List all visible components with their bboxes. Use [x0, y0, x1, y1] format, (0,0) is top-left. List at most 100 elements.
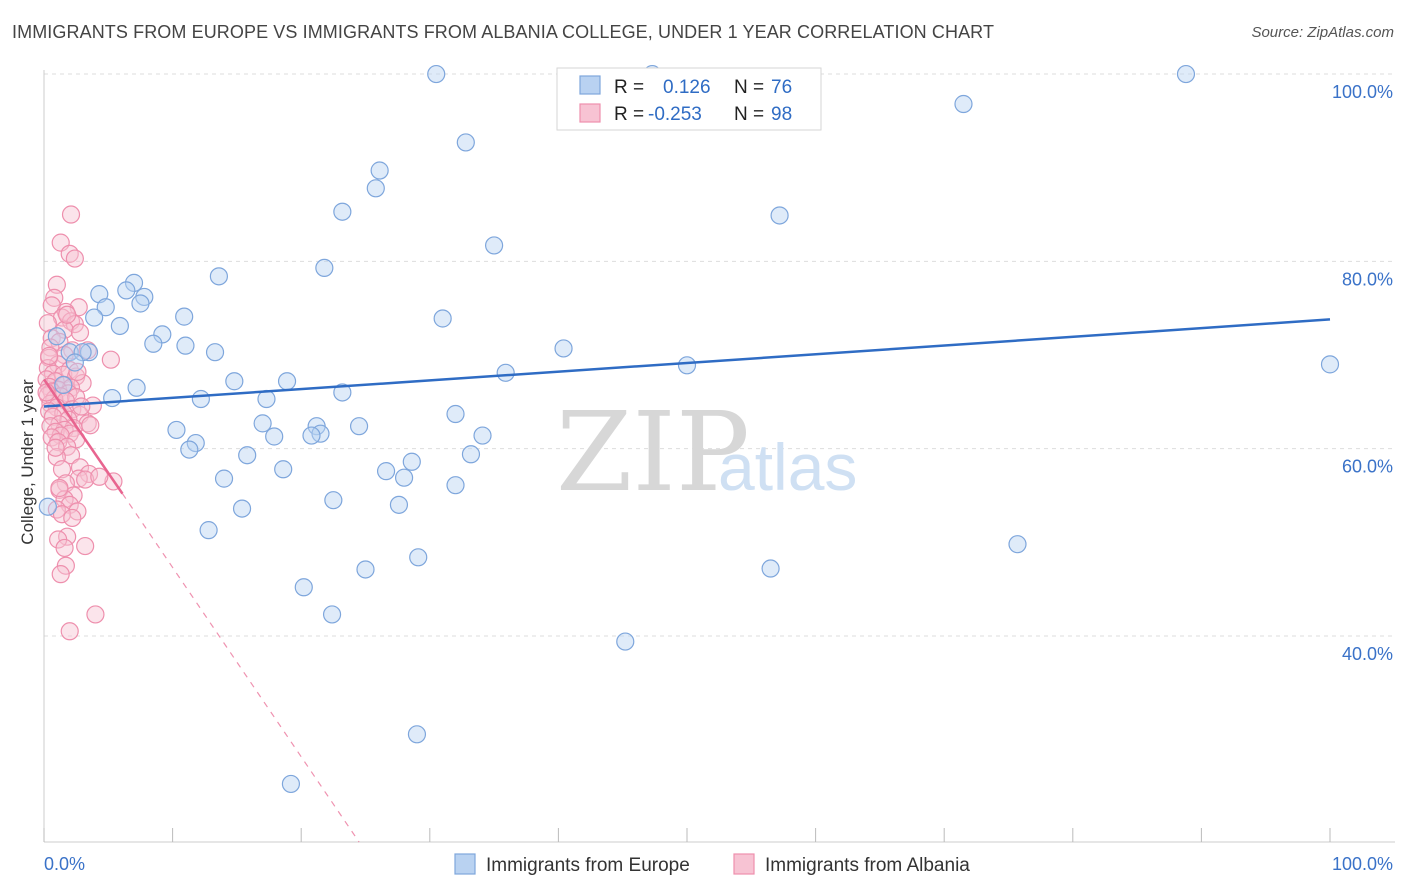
albania-point: [81, 416, 100, 435]
europe-point: [277, 372, 297, 391]
albania-point: [70, 323, 90, 342]
albania-point: [40, 346, 59, 366]
europe-point: [954, 94, 973, 114]
albania-point: [76, 470, 95, 489]
europe-point: [294, 578, 313, 597]
albania-point: [61, 446, 81, 465]
albania-point: [90, 467, 109, 486]
europe-point: [554, 339, 573, 358]
europe-point: [110, 316, 129, 336]
europe-point: [677, 356, 697, 375]
europe-point: [496, 363, 515, 382]
x-tick-label-min: 0.0%: [44, 854, 85, 874]
albania-point: [61, 205, 81, 224]
europe-point: [1008, 535, 1027, 554]
europe-point: [456, 133, 475, 152]
europe-point: [389, 495, 409, 514]
y-tick-label: 40.0%: [1342, 644, 1393, 664]
albania-point: [52, 460, 72, 479]
albania-trend-line: [42, 378, 124, 495]
albania-point: [58, 305, 77, 324]
europe-point: [65, 353, 84, 372]
europe-point: [214, 469, 234, 488]
europe-point: [274, 460, 293, 479]
axes: [43, 70, 1395, 843]
europe-point: [38, 497, 57, 516]
europe-point: [761, 559, 780, 578]
chart-title: IMMIGRANTS FROM EUROPE VS IMMIGRANTS FRO…: [12, 22, 995, 42]
top-legend: R = 0.126 N = 76 R = -0.253 N = 98: [556, 67, 822, 131]
europe-point: [180, 440, 199, 459]
watermark-zip: ZIP: [556, 388, 750, 516]
europe-point: [79, 343, 99, 362]
europe-point: [127, 378, 146, 397]
albania-point: [86, 605, 105, 624]
europe-point: [302, 426, 321, 445]
europe-point: [485, 236, 504, 255]
europe-point: [433, 309, 452, 328]
europe-point: [265, 427, 284, 446]
europe-point: [144, 334, 163, 353]
albania-points: [37, 205, 123, 641]
albania-point: [76, 536, 95, 556]
legend-r-value-europe: 0.126: [663, 77, 711, 98]
trend-lines: [42, 318, 1331, 843]
europe-point: [333, 202, 352, 221]
legend-n-value-europe: 76: [771, 77, 792, 98]
europe-point: [370, 161, 389, 180]
europe-point: [324, 491, 343, 510]
legend-r-label-europe: R =: [614, 77, 644, 98]
legend-n-label-albania: N =: [734, 104, 764, 125]
europe-point: [409, 548, 428, 567]
albania-point: [46, 438, 65, 457]
europe-point: [117, 281, 136, 300]
albania-point: [72, 397, 91, 416]
europe-point: [175, 307, 194, 326]
legend-swatch-albania: [579, 103, 601, 123]
europe-point: [427, 64, 446, 84]
europe-point: [131, 294, 150, 313]
europe-point: [394, 468, 414, 487]
legend-n-value-albania: 98: [771, 104, 792, 125]
albania-point: [50, 478, 69, 498]
albania-point: [52, 505, 72, 524]
watermark-atlas: atlas: [718, 430, 857, 504]
europe-point: [616, 632, 635, 651]
y-tick-label: 60.0%: [1342, 457, 1393, 477]
y-tick-labels: 40.0% 60.0% 80.0% 100.0%: [1332, 82, 1393, 664]
albania-point: [78, 414, 97, 433]
x-tick-label-max: 100.0%: [1332, 854, 1393, 874]
albania-point: [101, 350, 120, 369]
bottom-legend-swatch-albania: [733, 853, 755, 875]
europe-point: [349, 417, 369, 436]
europe-point: [167, 420, 186, 440]
albania-point: [65, 249, 84, 268]
legend-r-value-albania: -0.253: [648, 104, 702, 125]
europe-point: [402, 452, 421, 471]
europe-point: [186, 433, 205, 453]
albania-point: [60, 622, 79, 641]
europe-point: [446, 404, 465, 424]
albania-point: [38, 314, 57, 333]
europe-point: [199, 521, 218, 540]
bottom-legend-swatch-europe: [454, 853, 476, 875]
bottom-legend-label-albania: Immigrants from Albania: [765, 855, 970, 876]
europe-point: [461, 445, 481, 464]
europe-point: [770, 206, 789, 225]
europe-point: [191, 389, 210, 409]
europe-point: [333, 383, 352, 402]
europe-point: [54, 375, 73, 395]
europe-point: [103, 388, 122, 408]
europe-point: [1320, 355, 1340, 374]
legend-n-label-europe: N =: [734, 77, 764, 98]
europe-point: [311, 424, 330, 443]
europe-point: [124, 273, 144, 292]
europe-point: [96, 298, 115, 317]
albania-point: [45, 288, 64, 307]
europe-point: [47, 327, 66, 346]
europe-point: [376, 462, 396, 481]
legend-r-label-albania: R =: [614, 104, 644, 125]
y-tick-label: 100.0%: [1332, 82, 1393, 102]
europe-point: [281, 774, 301, 794]
